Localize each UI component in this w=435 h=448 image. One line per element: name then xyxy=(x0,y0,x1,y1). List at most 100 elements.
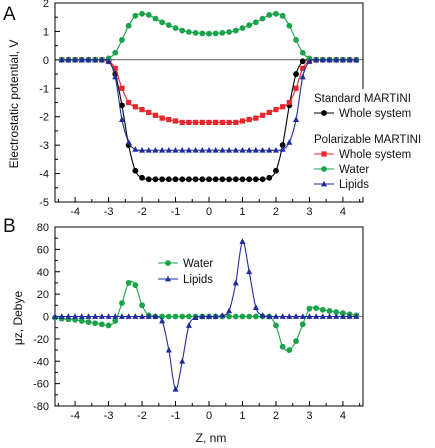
panel-a-x-tick-label: -4 xyxy=(70,206,80,218)
panel-a-data-point xyxy=(118,116,125,122)
panel-label-b: B xyxy=(3,216,16,237)
panel-a-data-point xyxy=(139,174,145,181)
panel-a-data-point xyxy=(233,119,239,125)
panel-a-data-point xyxy=(186,176,192,183)
panel-a-data-point xyxy=(199,119,205,125)
panel-a-legend-marker xyxy=(321,151,327,157)
panel-a-data-point xyxy=(239,146,246,153)
panel-b-data-point xyxy=(78,313,85,319)
panel-a-data-point xyxy=(186,119,192,125)
panel-a-data-point xyxy=(199,30,206,37)
panel-a-x-tick-label: -1 xyxy=(171,206,181,218)
panel-b-data-point xyxy=(279,343,286,350)
panel-b-series-1 xyxy=(52,238,360,392)
panel-a-data-point xyxy=(272,146,279,153)
panel-b-data-point xyxy=(232,313,239,320)
panel-a-data-point xyxy=(112,65,118,71)
panel-a-data-point xyxy=(273,167,279,174)
panel-b-data-point xyxy=(172,313,179,320)
panel-b-data-point xyxy=(105,322,112,329)
panel-a-data-point xyxy=(125,139,132,145)
panel-a-data-point xyxy=(119,37,125,43)
panel-b-data-point xyxy=(125,313,132,319)
panel-a-data-point xyxy=(159,115,165,121)
panel-b-data-point xyxy=(333,309,340,315)
panel-b-data-point xyxy=(159,317,166,324)
panel-a-data-point xyxy=(213,119,219,125)
panel-b-data-point xyxy=(246,268,253,275)
panel-a-y-tick-label: -5 xyxy=(39,197,49,209)
panel-b-data-point xyxy=(319,306,326,313)
panel-b-data-point xyxy=(85,319,92,325)
panel-b-data-point xyxy=(239,238,246,244)
panel-b-chart: -4 -3 -2 -1 0 1 2 3 4 -80 -60 -40 -20 0 20 40 60 80 Water L… xyxy=(33,222,364,422)
panel-b-data-point xyxy=(179,313,186,320)
panel-a-data-point xyxy=(119,102,125,109)
panel-a-data-point xyxy=(58,56,65,63)
panel-b-data-point xyxy=(92,320,99,327)
panel-b-x-tick-label: -2 xyxy=(137,410,147,422)
panel-b-y-tick-label: 80 xyxy=(37,222,49,234)
panel-b-data-point xyxy=(226,307,233,314)
panel-b-data-point xyxy=(333,313,340,319)
panel-b-data-point xyxy=(98,321,105,328)
panel-label-a: A xyxy=(3,4,16,25)
panel-a-data-point xyxy=(293,85,299,91)
panel-a-data-point xyxy=(266,174,273,181)
panel-a-data-point xyxy=(212,176,219,183)
panel-b-x-tick-label: 1 xyxy=(239,410,245,422)
panel-a-data-point xyxy=(333,56,340,63)
panel-a-data-point xyxy=(206,146,212,153)
panel-a-data-point xyxy=(139,146,146,153)
panel-a-x-tick-label: -2 xyxy=(137,206,147,218)
panel-a-data-point xyxy=(85,56,92,63)
panel-b-data-point xyxy=(232,279,239,286)
panel-b-data-point xyxy=(165,313,172,320)
panel-a-data-point xyxy=(132,12,139,19)
panel-a-data-point xyxy=(206,176,212,183)
panel-a-data-point xyxy=(105,57,112,64)
panel-b-y-tick-label: 40 xyxy=(37,267,49,279)
panel-a-legend-marker xyxy=(321,110,327,116)
panel-a-chart: -4 -3 -2 -1 0 1 2 3 4 -5 -4 -3 -2 -1 0 1 2 Standard MARTI… xyxy=(39,0,435,218)
panel-a-data-point xyxy=(192,176,199,183)
panel-a-data-point xyxy=(299,58,306,65)
panel-b-data-point xyxy=(313,305,320,312)
panel-a-data-point xyxy=(239,118,246,124)
panel-b-x-tick-label: 2 xyxy=(273,410,279,422)
panel-a-data-point xyxy=(339,56,346,63)
panel-b-data-point xyxy=(339,313,346,319)
panel-a-data-point xyxy=(346,56,353,63)
panel-a-data-point xyxy=(226,176,232,183)
panel-b-data-point xyxy=(152,313,159,319)
panel-a-data-point xyxy=(152,176,159,183)
panel-a-data-point xyxy=(139,10,145,17)
panel-a-data-point xyxy=(132,104,138,110)
panel-a-data-point xyxy=(145,176,152,183)
panel-a-y-tick-label: -4 xyxy=(39,169,49,181)
panel-a-data-point xyxy=(252,176,259,183)
panel-a-data-point xyxy=(172,118,179,124)
panel-a-x-tick-label: 4 xyxy=(340,206,346,218)
panel-a-data-point xyxy=(72,56,79,63)
panel-a-data-point xyxy=(192,146,199,153)
panel-a-legend-marker xyxy=(321,180,327,187)
panel-a-data-point xyxy=(293,37,299,43)
panel-a-data-point xyxy=(212,146,219,153)
panel-b-data-point xyxy=(266,313,273,319)
panel-b-x-tick-label: 4 xyxy=(340,410,346,422)
panel-a-data-point xyxy=(239,25,246,31)
panel-a-data-point xyxy=(119,85,125,91)
panel-a-data-point xyxy=(132,146,139,152)
panel-b-data-point xyxy=(179,357,186,364)
panel-b-x-tick-label: -3 xyxy=(104,410,114,422)
panel-a-data-point xyxy=(112,73,119,80)
panel-a-data-point xyxy=(246,176,253,183)
panel-b-data-point xyxy=(139,302,145,309)
panel-a-data-point xyxy=(132,167,139,174)
panel-b-data-point xyxy=(78,318,85,324)
panel-a-data-point xyxy=(126,99,132,106)
panel-a-data-point xyxy=(253,115,259,121)
panel-b-data-point xyxy=(199,313,206,319)
